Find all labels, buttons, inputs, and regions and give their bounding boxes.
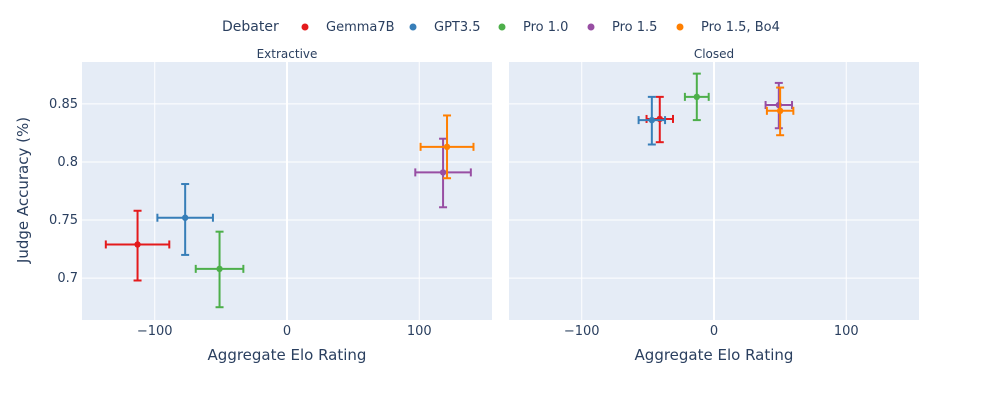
legend-item[interactable]: Pro 1.5, Bo4 [676,20,780,35]
data-point [637,95,667,146]
x-tick-label: −100 [564,324,600,339]
x-tick-label: 0 [283,324,291,339]
y-tick-label: 0.85 [49,97,78,112]
subplot-closed: −100 0 100 Closed Aggregate Elo Rating [509,47,919,364]
legend-marker [301,23,309,31]
point-marker [134,241,141,248]
data-point [104,209,171,282]
y-tick-label: 0.8 [57,155,78,170]
point-marker [693,93,701,101]
point-marker [216,265,223,273]
data-point [414,137,472,209]
legend: Debater Gemma7B GPT3.5 Pro 1.0 Pro 1.5 Pro 1… [222,19,780,35]
legend-marker [409,23,417,31]
legend-label: Pro 1.0 [523,20,568,35]
x-tick-label: 100 [407,324,432,339]
legend-item[interactable]: Pro 1.5 [587,20,658,35]
legend-item[interactable]: Gemma7B [301,20,395,35]
legend-item[interactable]: GPT3.5 [409,20,481,35]
data-point [419,114,475,180]
data-point [765,86,795,137]
legend-label: GPT3.5 [434,20,481,35]
x-tick-label: 0 [710,324,718,339]
data-point [156,183,214,256]
legend-item[interactable]: Pro 1.0 [498,20,569,35]
legend-marker [676,23,684,31]
y-tick-label: 0.75 [49,213,78,228]
legend-label: Gemma7B [326,20,395,35]
subplot-title: Extractive [257,47,318,61]
x-tick-label: −100 [137,324,173,339]
point-marker [443,143,451,151]
subplot-extractive: 0.7 0.75 0.8 0.85 −100 0 100 Extractive Aggregat… [49,47,492,364]
point-marker [648,116,656,124]
data-point [194,230,245,309]
y-axis-title: Judge Accuracy (%) [14,117,32,264]
x-axis-title: Aggregate Elo Rating [635,346,794,364]
point-marker [181,214,189,221]
subplot-title: Closed [694,47,734,61]
legend-title: Debater [222,19,279,35]
legend-label: Pro 1.5, Bo4 [701,20,780,35]
point-marker [656,115,663,123]
legend-label: Pro 1.5 [612,20,657,35]
point-marker [776,107,784,115]
legend-marker [587,23,595,31]
x-axis-title: Aggregate Elo Rating [208,346,367,364]
y-tick-label: 0.7 [57,271,78,286]
data-point [683,72,710,122]
legend-marker [498,23,506,31]
point-marker [439,169,447,176]
x-tick-label: 100 [834,324,859,339]
